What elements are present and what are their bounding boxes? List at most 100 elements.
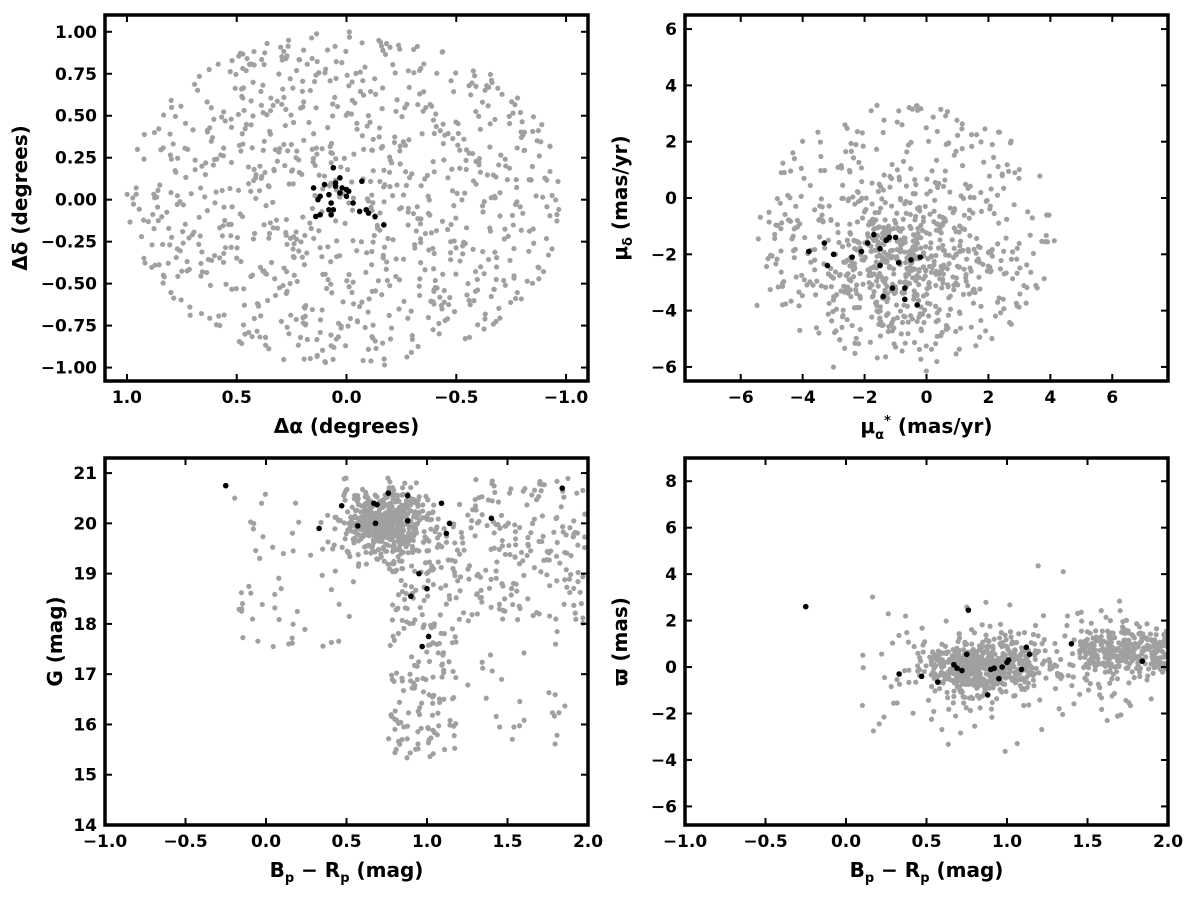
field-star-point: [574, 530, 581, 536]
field-star-point: [319, 254, 325, 260]
field-star-point: [932, 197, 938, 203]
field-star-point: [459, 534, 465, 540]
field-star-point: [1070, 662, 1076, 669]
field-star-point: [494, 255, 500, 261]
field-star-point: [272, 276, 278, 282]
field-star-point: [301, 99, 307, 105]
field-star-point: [867, 339, 873, 345]
field-star-point: [188, 191, 194, 197]
x-tick-label: −2: [852, 388, 878, 408]
field-star-point: [294, 608, 300, 615]
field-star-point: [426, 510, 432, 517]
field-star-point: [360, 357, 366, 364]
field-star-point: [978, 303, 984, 309]
field-star-point: [1024, 262, 1030, 268]
field-star-point: [334, 103, 341, 110]
field-star-point: [262, 491, 269, 497]
field-star-point: [509, 736, 515, 742]
field-star-point: [782, 301, 789, 307]
field-star-point: [955, 282, 961, 288]
field-star-point: [294, 278, 300, 285]
field-star-point: [973, 673, 979, 679]
field-star-point: [304, 61, 310, 67]
field-star-point: [160, 241, 166, 248]
field-star-point: [328, 160, 334, 166]
field-star-point: [969, 652, 976, 659]
field-star-point: [1126, 680, 1132, 686]
field-star-point: [871, 289, 877, 295]
field-star-point: [956, 631, 962, 637]
field-star-point: [854, 128, 861, 135]
field-star-point: [470, 68, 476, 74]
field-star-point: [329, 150, 336, 157]
field-star-point: [319, 307, 325, 313]
field-star-point: [365, 309, 371, 315]
plot-frame: [683, 13, 1170, 383]
field-star-point: [204, 269, 210, 276]
field-star-point: [903, 210, 909, 216]
field-star-point: [325, 539, 331, 545]
field-star-point: [512, 529, 519, 535]
field-star-point: [477, 595, 483, 601]
field-star-point: [944, 689, 950, 696]
field-star-point: [521, 129, 528, 135]
field-star-point: [1052, 685, 1059, 692]
field-star-point: [521, 572, 527, 578]
field-star-point: [293, 229, 299, 235]
field-star-point: [430, 117, 437, 123]
field-star-point: [235, 111, 242, 118]
field-star-point: [408, 349, 414, 355]
field-star-point: [389, 513, 395, 519]
field-star-point: [365, 346, 372, 352]
field-star-point: [448, 221, 454, 228]
member-star-point: [312, 213, 319, 220]
field-star-point: [547, 168, 553, 175]
field-star-point: [349, 207, 356, 213]
field-star-point: [309, 146, 315, 152]
field-star-point: [439, 674, 445, 680]
field-star-point: [388, 712, 394, 718]
field-star-point: [185, 146, 191, 152]
field-star-point: [937, 237, 943, 243]
field-star-point: [816, 234, 823, 240]
field-star-point: [818, 283, 824, 289]
field-star-point: [171, 295, 177, 301]
field-star-point: [180, 240, 186, 246]
field-star-point: [423, 105, 429, 111]
field-star-point: [427, 753, 433, 760]
field-star-point: [970, 669, 976, 676]
field-star-point: [242, 126, 248, 132]
field-star-point: [907, 211, 913, 218]
field-star-point: [314, 151, 320, 157]
field-star-point: [952, 713, 959, 719]
field-star-point: [416, 283, 422, 289]
field-star-point: [344, 72, 350, 78]
field-star-point: [945, 741, 951, 747]
field-star-point: [221, 109, 227, 115]
field-star-point: [461, 136, 467, 142]
field-star-point: [237, 211, 243, 217]
field-star-point: [828, 284, 835, 290]
field-star-point: [1148, 696, 1154, 702]
field-star-point: [554, 732, 560, 738]
field-star-point: [282, 162, 288, 169]
field-star-point: [493, 276, 499, 283]
field-star-point: [441, 746, 448, 753]
field-star-point: [420, 624, 426, 631]
field-star-point: [383, 266, 389, 272]
field-star-point: [502, 523, 508, 529]
field-star-point: [174, 246, 180, 252]
field-star-point: [492, 193, 498, 199]
field-star-point: [511, 275, 517, 281]
field-star-point: [992, 313, 999, 319]
field-star-point: [425, 193, 431, 199]
member-star-point: [830, 251, 837, 258]
field-star-point: [910, 232, 917, 238]
y-tick-label: 1.00: [55, 23, 97, 43]
field-star-point: [554, 478, 560, 484]
field-star-point: [250, 526, 256, 532]
member-star-point: [339, 185, 345, 191]
field-star-point: [343, 475, 349, 481]
field-star-point: [420, 675, 426, 681]
field-star-point: [536, 481, 543, 487]
